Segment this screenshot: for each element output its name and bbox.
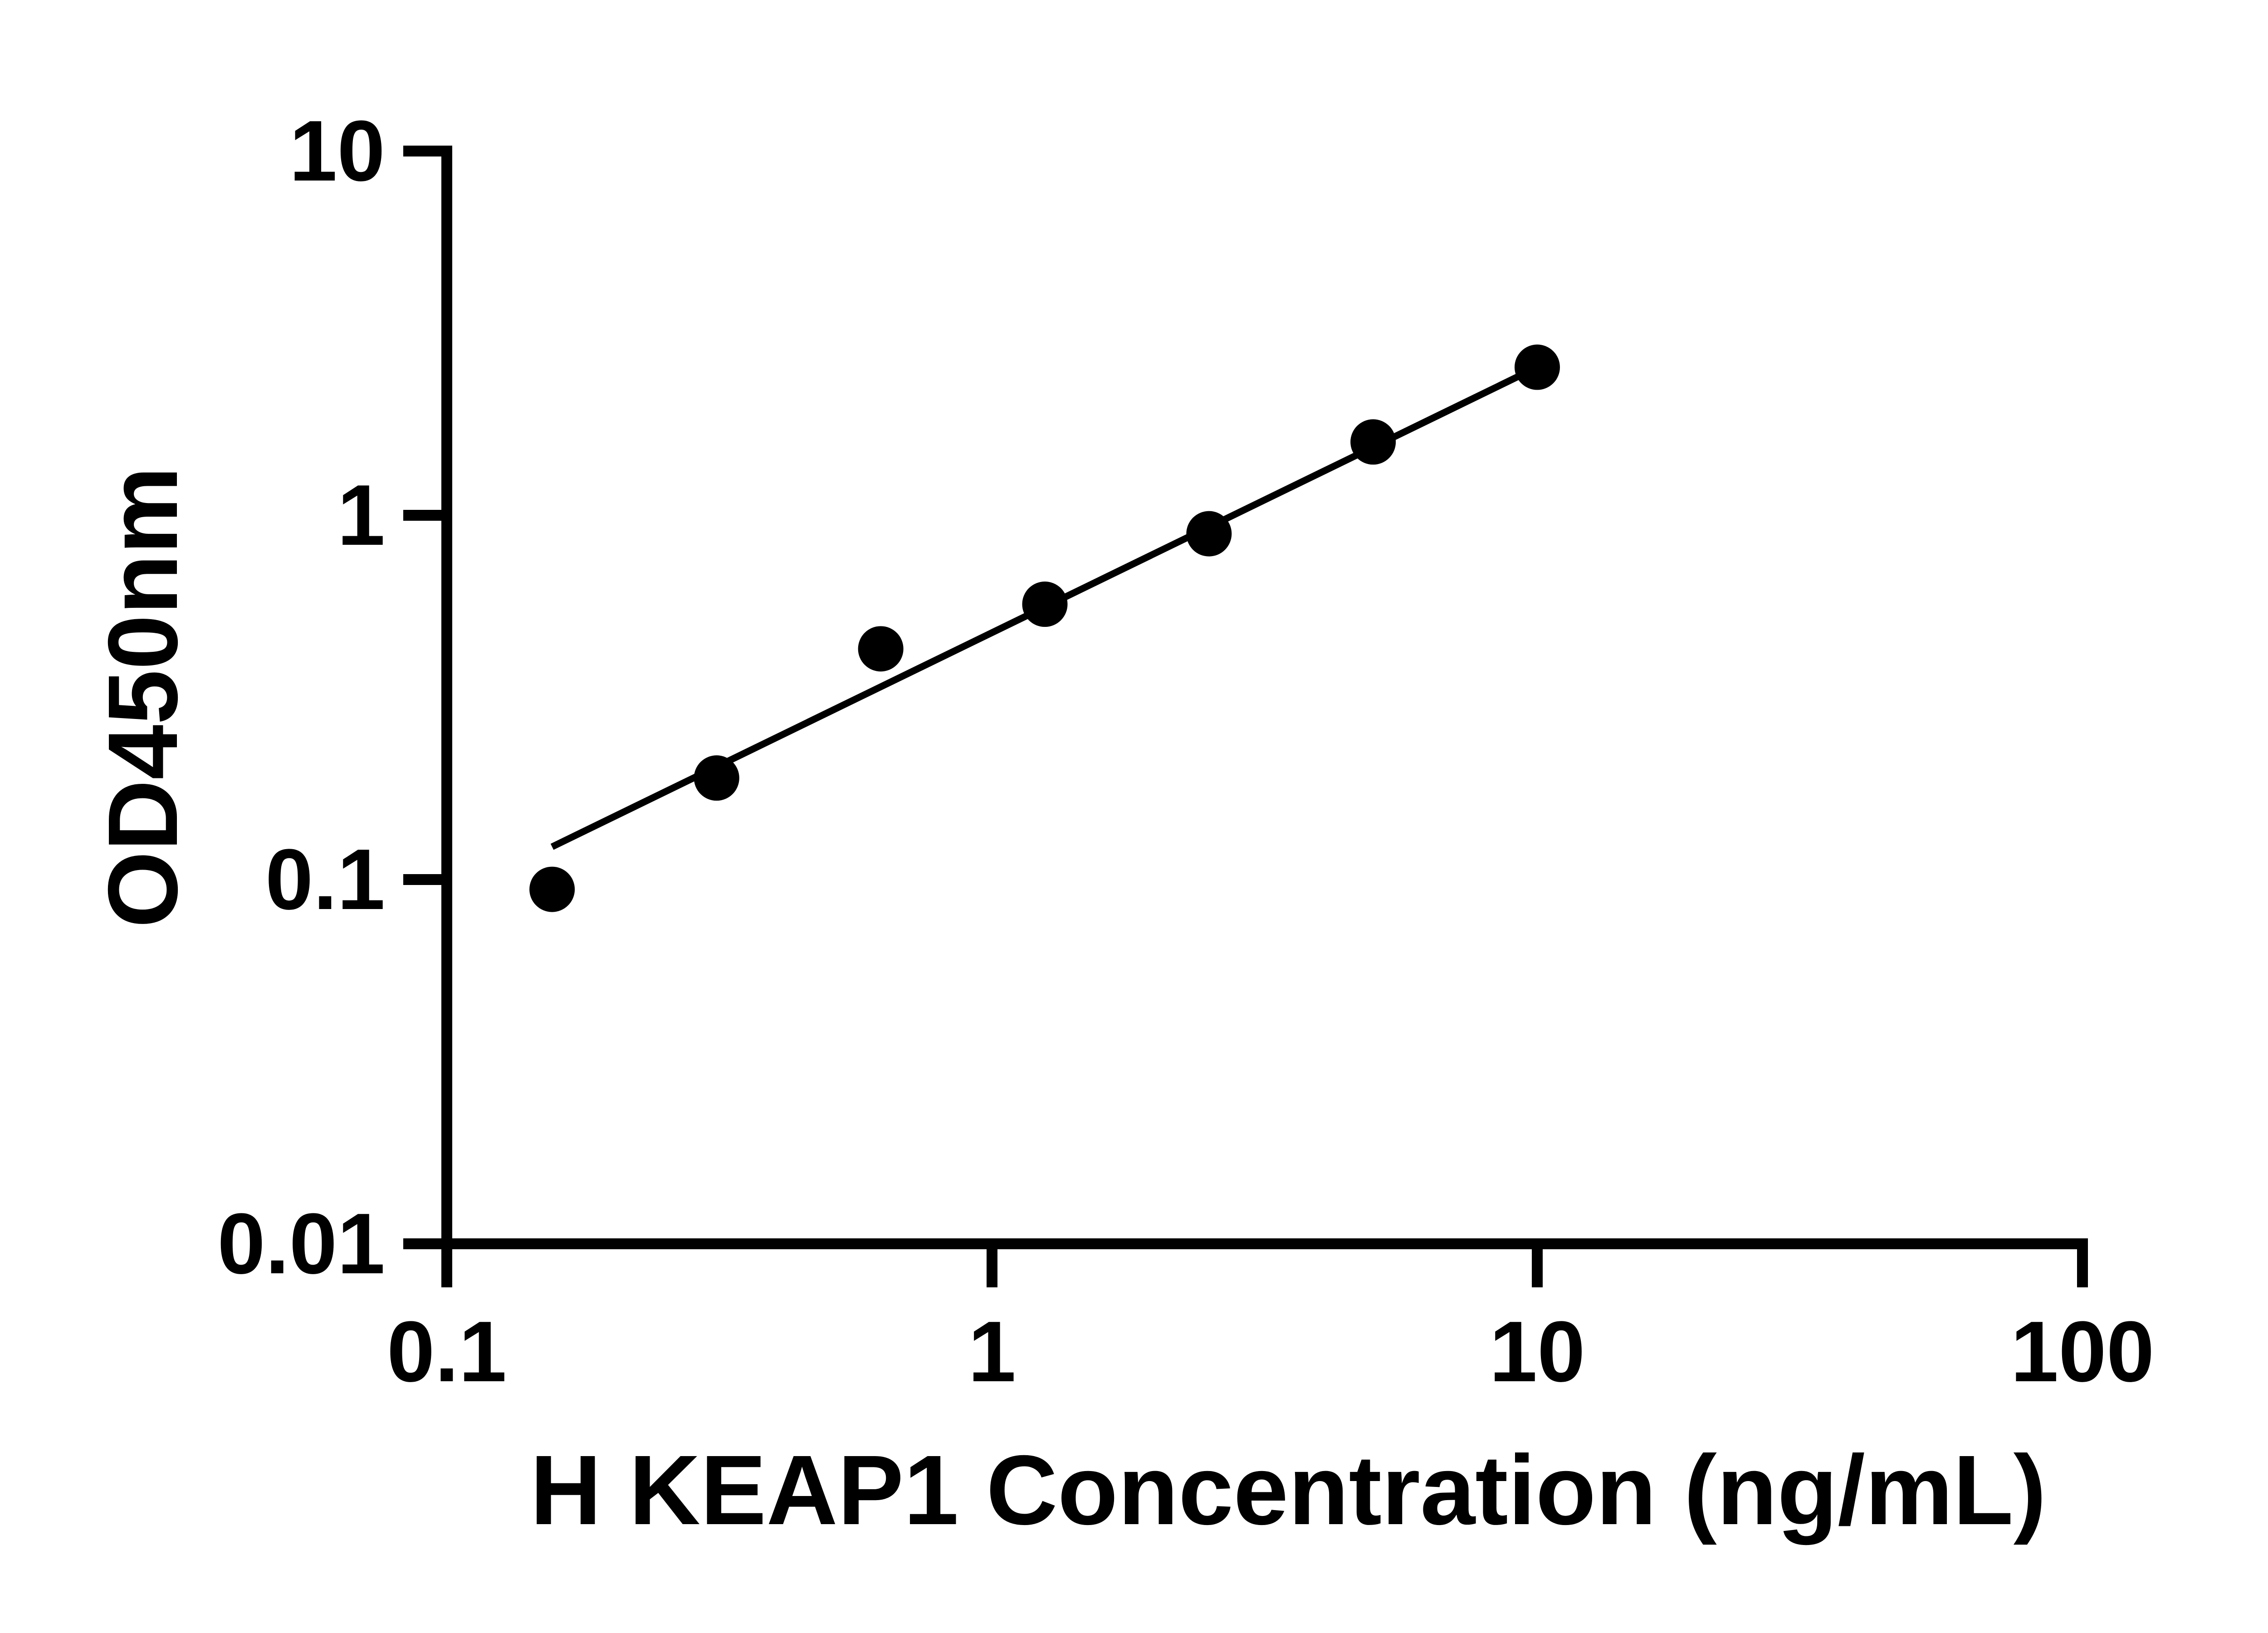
y-tick-label: 0.1	[265, 831, 385, 928]
x-tick-label: 0.1	[387, 1304, 507, 1400]
data-point	[858, 626, 904, 672]
data-layer	[529, 344, 1560, 912]
data-point	[1350, 419, 1396, 465]
y-axis-line	[403, 146, 452, 1244]
y-tick-label: 0.01	[217, 1196, 385, 1292]
y-axis-title: OD450nm	[88, 466, 198, 928]
data-point	[694, 755, 739, 801]
x-axis-title: H KEAP1 Concentration (ng/mL)	[530, 1435, 2047, 1545]
y-tick-label: 10	[289, 103, 385, 199]
x-tick-label: 1	[968, 1304, 1016, 1400]
y-tick-label: 1	[337, 467, 385, 563]
x-axis-line	[447, 1238, 2088, 1287]
data-point	[1022, 582, 1068, 627]
data-point	[1515, 344, 1560, 390]
data-point	[1186, 511, 1232, 557]
data-point	[529, 866, 575, 912]
x-tick-label: 100	[2010, 1304, 2154, 1400]
x-tick-label: 10	[1489, 1304, 1585, 1400]
axes-layer	[403, 146, 2088, 1287]
